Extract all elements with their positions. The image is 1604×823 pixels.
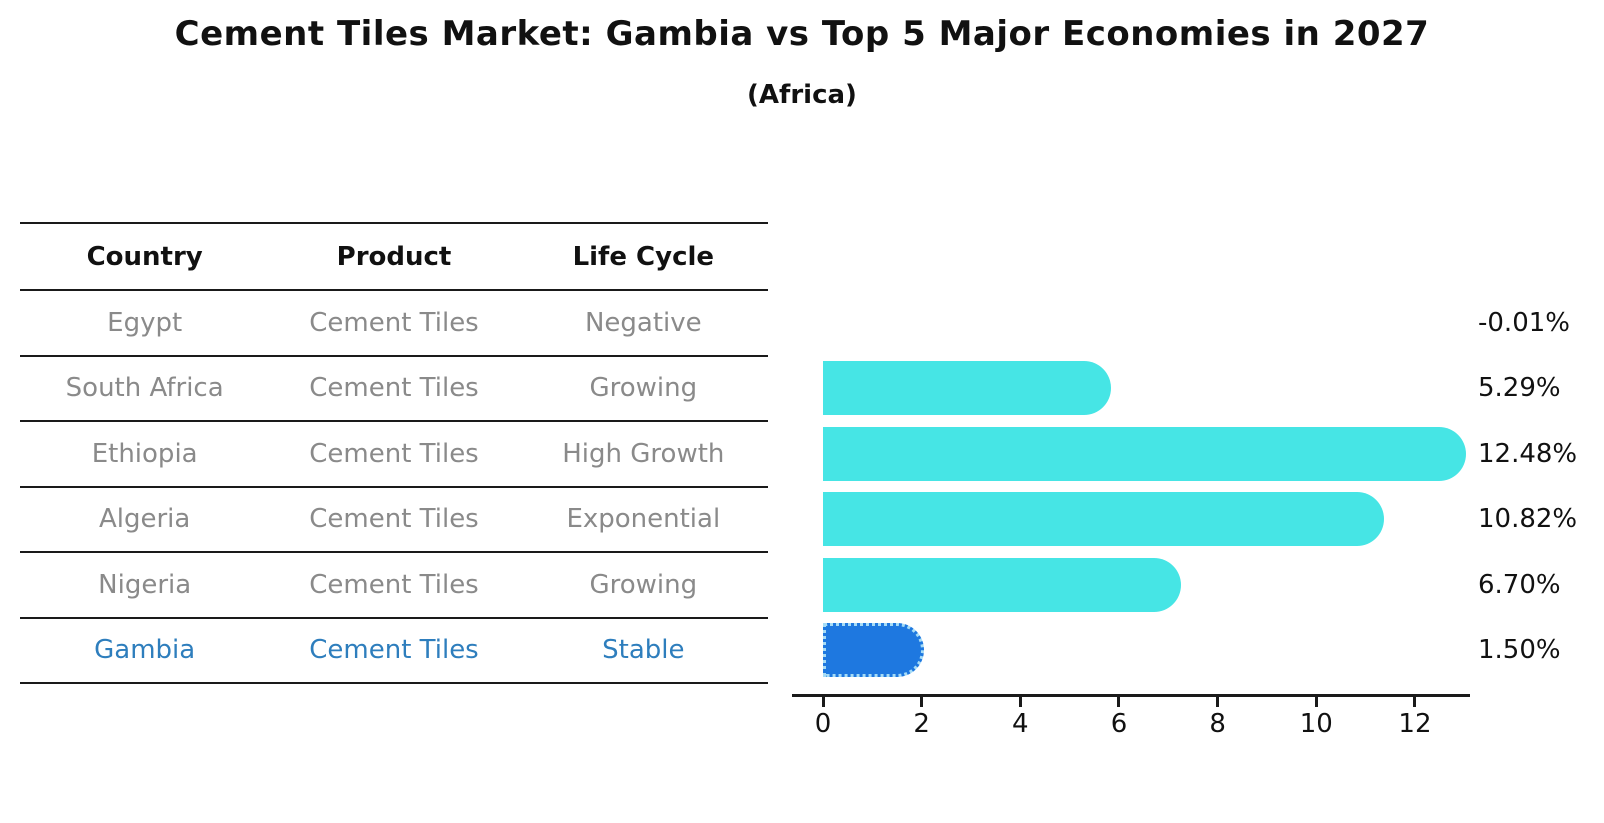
x-axis-tick-label-10: 10 [1299, 709, 1333, 739]
x-axis-tick-8 [1216, 697, 1220, 707]
x-axis-tick-12 [1413, 697, 1417, 707]
table-body: Egypt Cement Tiles Negative South Africa Cem… [20, 291, 768, 684]
table-row-gambia: Gambia Cement Tiles Stable [20, 619, 768, 684]
table-row-algeria: Algeria Cement Tiles Exponential [20, 488, 768, 553]
bar-south-africa [823, 361, 1111, 416]
table-cell-country: Nigeria [98, 569, 192, 600]
table-cell-product: Cement Tiles [309, 438, 479, 469]
table-cell-product: Cement Tiles [309, 504, 479, 535]
table-cell-product: Cement Tiles [309, 569, 479, 600]
x-axis-tick-label-4: 4 [1012, 709, 1029, 739]
x-axis-tick-label-0: 0 [814, 709, 832, 739]
table-header-row: Country Product Life Cycle [20, 224, 768, 291]
x-axis-tick-label-12: 12 [1398, 709, 1432, 739]
x-axis-tick-6 [1117, 697, 1121, 707]
table-header-product: Product [336, 241, 452, 272]
table-row-south-africa: South Africa Cement Tiles Growing [20, 357, 768, 422]
country-table: Country Product Life Cycle Egypt Cement T… [20, 222, 768, 684]
table-cell-country: Ethiopia [91, 438, 198, 469]
value-label-ethiopia: 12.48% [1478, 438, 1578, 469]
table-row-nigeria: Nigeria Cement Tiles Growing [20, 553, 768, 619]
table-cell-lifecycle: Stable [602, 635, 685, 666]
table-cell-product: Cement Tiles [309, 307, 479, 338]
table-cell-lifecycle: Negative [584, 307, 702, 338]
x-axis-tick-label-6: 6 [1110, 709, 1128, 739]
table-row-ethiopia: Ethiopia Cement Tiles High Growth [20, 422, 768, 488]
table-cell-product: Cement Tiles [309, 635, 479, 666]
table-cell-lifecycle: Growing [589, 569, 698, 600]
value-label-algeria: 10.82% [1478, 504, 1578, 535]
bar-ethiopia [823, 426, 1466, 481]
x-axis-tick-2 [920, 697, 924, 707]
table-cell-country: Gambia [94, 635, 196, 666]
table-cell-country: Algeria [98, 504, 191, 535]
table-cell-country: South Africa [65, 373, 224, 404]
x-axis-tick-4 [1018, 697, 1022, 707]
chart-title: Cement Tiles Market: Gambia vs Top 5 Maj… [174, 14, 1430, 54]
table-cell-lifecycle: Exponential [566, 504, 721, 535]
table-header-country: Country [86, 241, 203, 272]
bar-gambia-highlighted [823, 623, 924, 678]
table-cell-lifecycle: Growing [589, 373, 698, 404]
x-axis-line [792, 694, 1470, 697]
x-axis-tick-0 [821, 697, 825, 707]
value-label-nigeria: 6.70% [1478, 569, 1561, 600]
bar-nigeria [823, 557, 1181, 612]
table-cell-lifecycle: High Growth [562, 438, 725, 469]
chart-subtitle: (Africa) [747, 80, 857, 110]
value-label-egypt: -0.01% [1478, 307, 1570, 338]
table-cell-product: Cement Tiles [309, 373, 479, 404]
x-axis-tick-label-8: 8 [1209, 709, 1226, 739]
table-row-egypt: Egypt Cement Tiles Negative [20, 291, 768, 357]
value-label-gambia: 1.50% [1478, 635, 1561, 666]
value-label-south-africa: 5.29% [1478, 373, 1561, 404]
table-cell-country: Egypt [107, 307, 183, 338]
x-axis-tick-label-2: 2 [913, 709, 930, 739]
bar-algeria [823, 492, 1384, 547]
x-axis-tick-10 [1314, 697, 1318, 707]
table-header-lifecycle: Life Cycle [572, 241, 715, 272]
